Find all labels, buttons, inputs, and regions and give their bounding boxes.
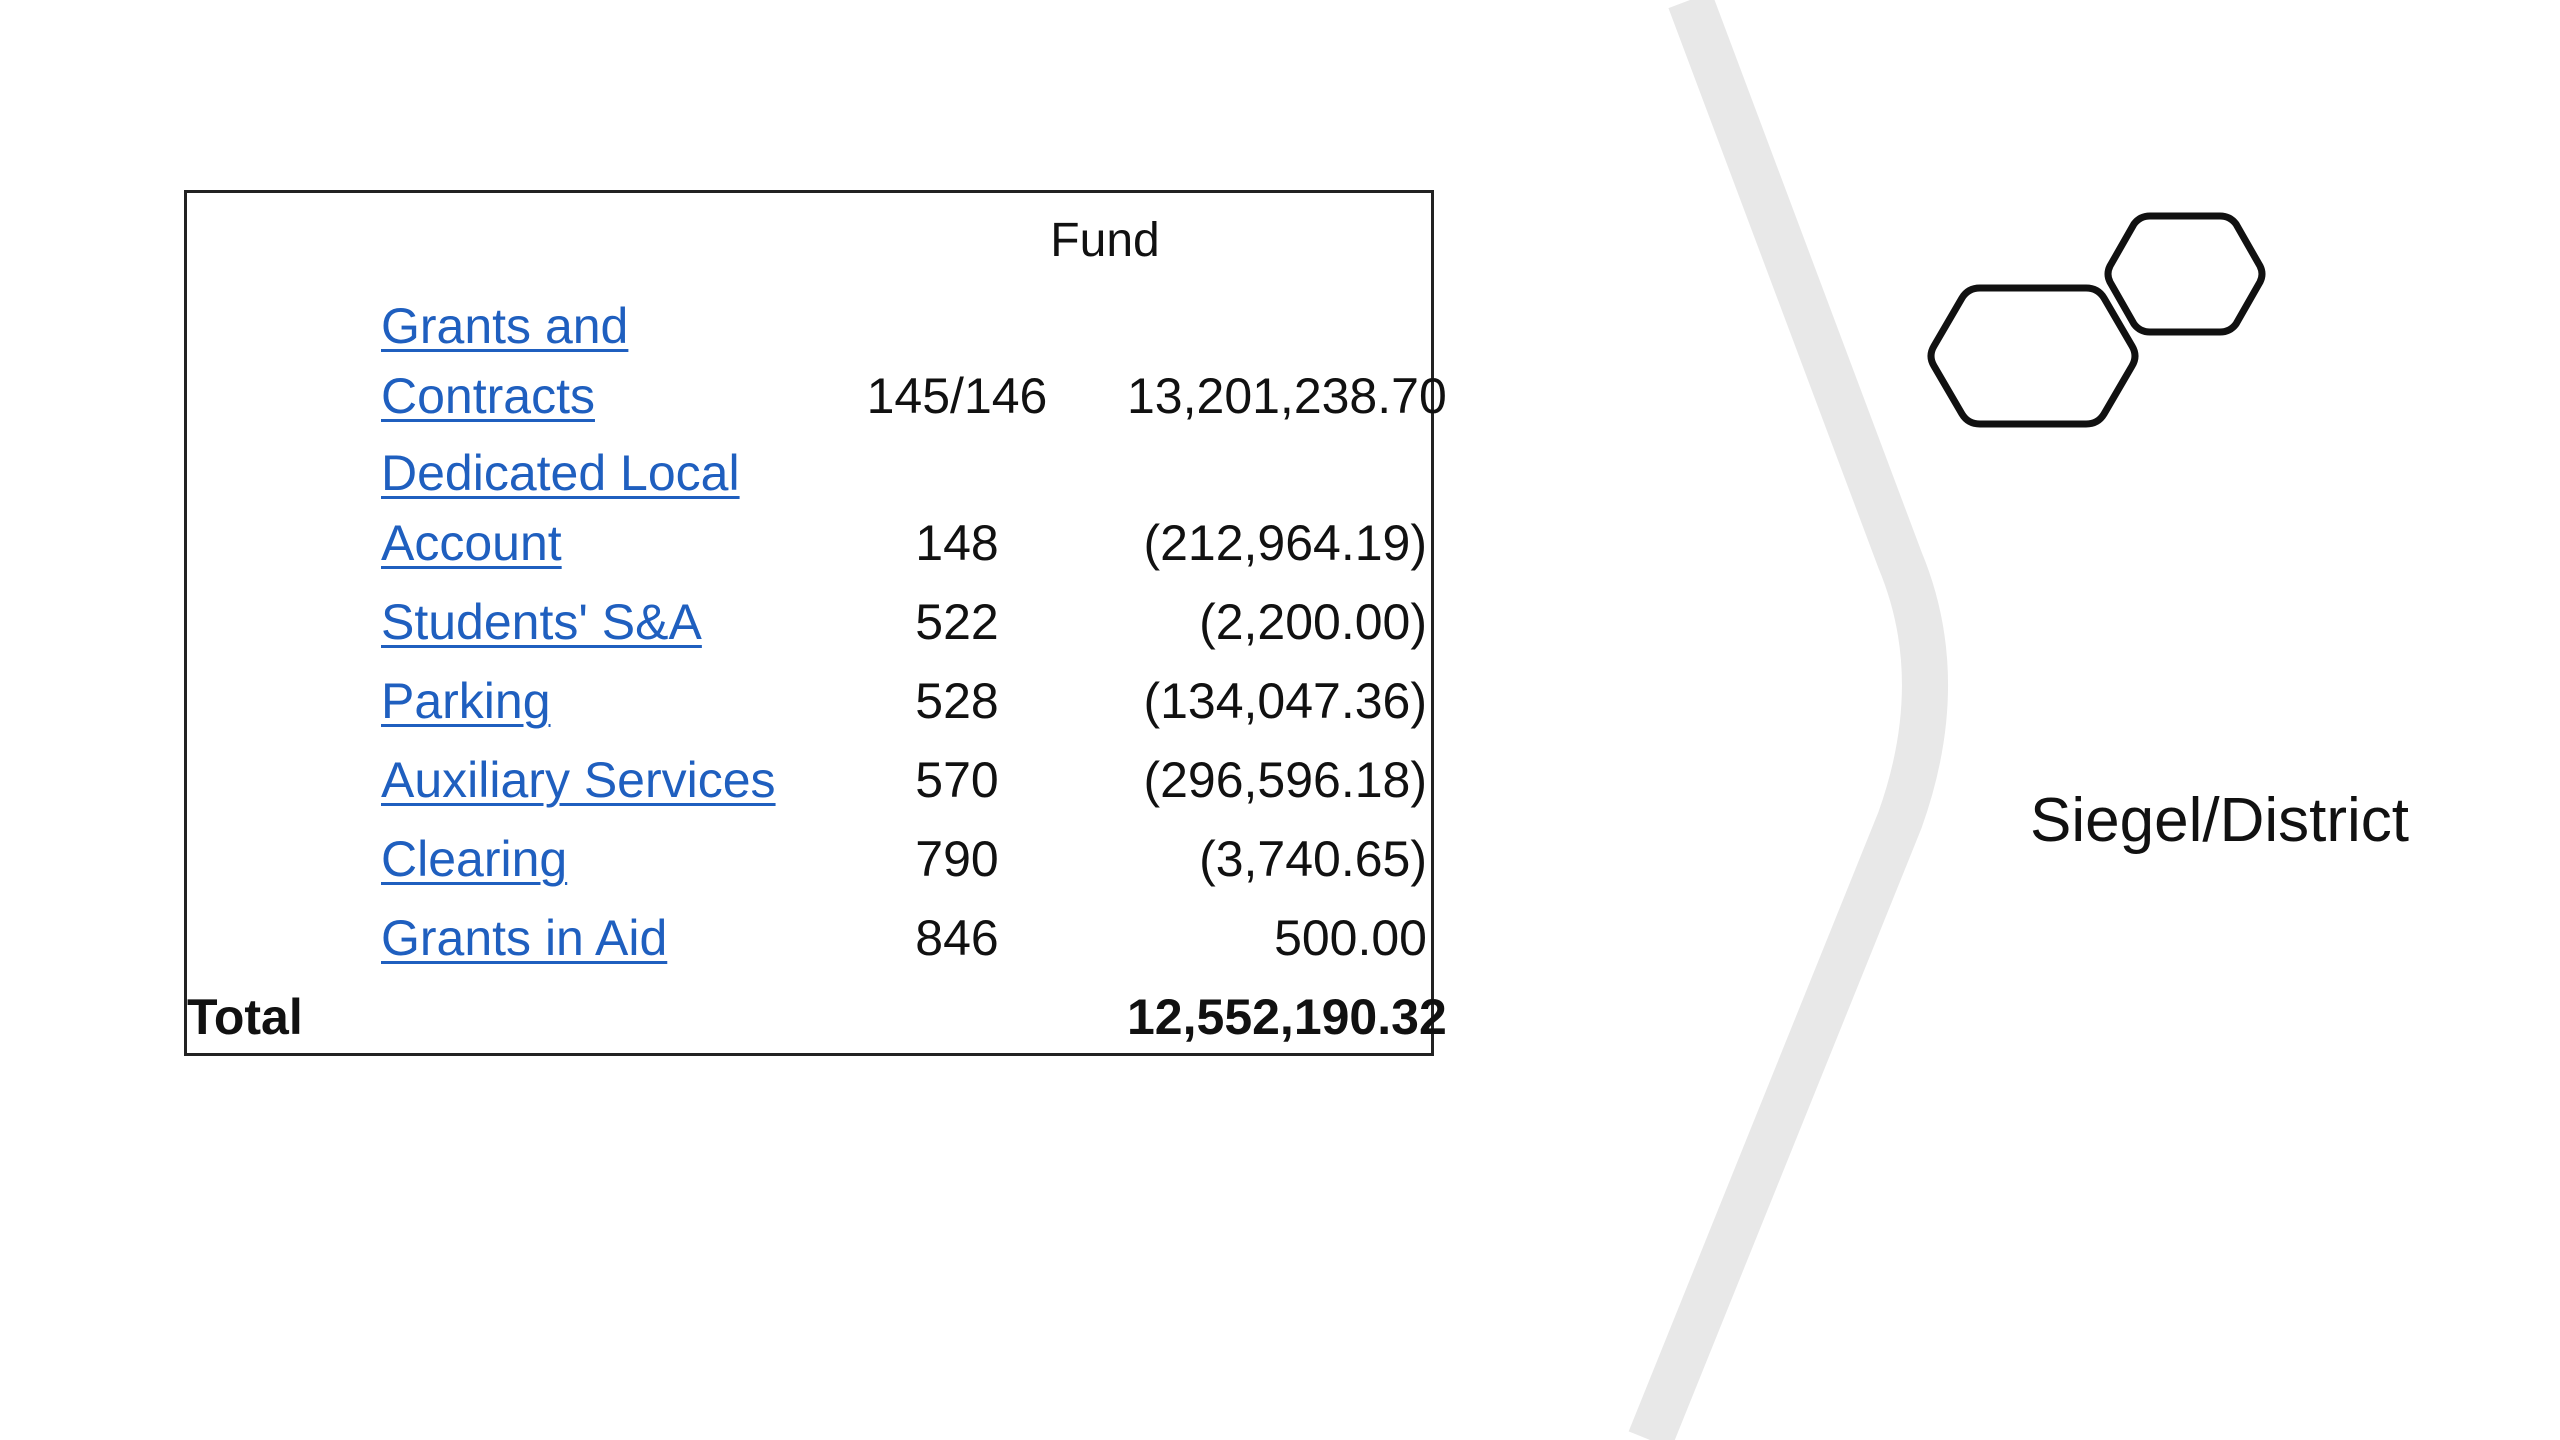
row-grants-contracts-fund: 145/146	[866, 368, 1048, 424]
district-caption: Siegel/District	[2030, 786, 2409, 855]
row-auxiliary-services-fund: 570	[915, 752, 999, 808]
row-students-sa-link[interactable]: Students' S&A	[381, 594, 702, 650]
row-grants-contracts-amount: 13,201,238.70	[1127, 368, 1447, 424]
row-grants-contracts-link-line1[interactable]: Grants and	[381, 298, 629, 354]
row-clearing-link[interactable]: Clearing	[381, 831, 568, 887]
fund-column-header: Fund	[1050, 214, 1160, 267]
row-dedicated-local-amount: (212,964.19)	[1143, 515, 1427, 571]
row-students-sa-fund: 522	[915, 594, 999, 650]
row-auxiliary-services-amount: (296,596.18)	[1143, 752, 1427, 808]
row-clearing-amount: (3,740.65)	[1199, 831, 1427, 887]
hexagons-icon	[1927, 212, 2266, 428]
row-grants-contracts-link-line2[interactable]: Contracts	[381, 368, 595, 424]
row-grants-in-aid-link[interactable]: Grants in Aid	[381, 910, 668, 966]
row-parking-link[interactable]: Parking	[381, 673, 551, 729]
row-parking-fund: 528	[915, 673, 999, 729]
row-parking-amount: (134,047.36)	[1143, 673, 1427, 729]
fund-table: Fund Grants and Contracts 145/146 13,201…	[184, 190, 1447, 1056]
total-label: Total	[187, 989, 303, 1045]
row-grants-in-aid-fund: 846	[915, 910, 999, 966]
row-auxiliary-services-link[interactable]: Auxiliary Services	[381, 752, 776, 808]
row-students-sa-amount: (2,200.00)	[1199, 594, 1427, 650]
row-dedicated-local-link-line1[interactable]: Dedicated Local	[381, 445, 740, 501]
row-dedicated-local-link-line2[interactable]: Account	[381, 515, 562, 571]
total-amount: 12,552,190.32	[1127, 989, 1447, 1045]
row-dedicated-local-fund: 148	[915, 515, 999, 571]
row-grants-in-aid-amount: 500.00	[1274, 910, 1427, 966]
row-clearing-fund: 790	[915, 831, 999, 887]
